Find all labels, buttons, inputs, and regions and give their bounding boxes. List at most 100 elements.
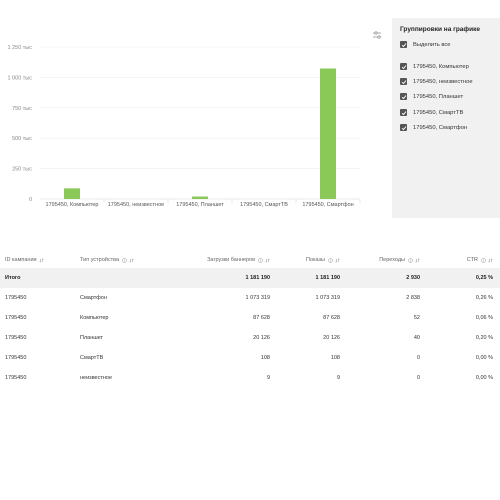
legend-select-all[interactable]: Выделить все xyxy=(400,40,451,49)
sort-icon[interactable] xyxy=(265,257,270,263)
cell-clicks: 2 838 xyxy=(406,295,420,301)
cell-device-type: Компьютер xyxy=(80,315,109,321)
x-tick-label: 1795450, СмартТВ xyxy=(240,202,288,208)
info-icon[interactable] xyxy=(408,257,413,263)
checkbox-checked-icon[interactable] xyxy=(400,93,407,100)
info-icon[interactable] xyxy=(481,257,486,263)
bar[interactable] xyxy=(64,188,80,199)
legend-item-label: 1795450, Планшет xyxy=(413,93,464,100)
cell-banners: 20 126 xyxy=(253,335,270,341)
y-tick-label: 750 тыс xyxy=(12,106,32,112)
cell-campaign-id: 1795450 xyxy=(5,375,27,381)
legend-item[interactable]: 1795450, Планшет xyxy=(400,92,463,101)
checkbox-checked-icon[interactable] xyxy=(400,124,407,131)
sort-icon[interactable] xyxy=(129,257,134,263)
col-header-clicks[interactable]: Переходы xyxy=(340,250,420,270)
table-header-row: ID кампании Тип устройства Загрузки банн… xyxy=(0,250,500,270)
y-tick-label: 1 000 тыс xyxy=(7,75,32,81)
table-row[interactable]: 1795450 неизвестное 9 9 0 0,00 % xyxy=(0,368,500,388)
cell-ctr: 0,20 % xyxy=(475,335,493,341)
legend-item[interactable]: 1795450, неизвестное xyxy=(400,77,473,86)
cell-campaign-id: 1795450 xyxy=(5,335,27,341)
chart-groupings-panel: Группировки на графике Выделить все 17954… xyxy=(392,18,500,218)
cell-clicks: 0 xyxy=(416,355,420,361)
legend-item-label: 1795450, СмартТВ xyxy=(413,109,464,116)
col-header-shows[interactable]: Показы xyxy=(270,250,340,270)
cell-banners: 87 628 xyxy=(253,315,270,321)
col-header-device-type[interactable]: Тип устройства xyxy=(80,250,180,270)
table-row[interactable]: 1795450 СмартТВ 108 108 0 0,00 % xyxy=(0,348,500,368)
col-header-label: Загрузки баннеров xyxy=(207,257,255,263)
x-tick-label: 1795450, неизвестное xyxy=(108,202,165,208)
bar[interactable] xyxy=(320,68,336,199)
col-header-label: Переходы xyxy=(379,257,405,263)
cell-shows: 20 126 xyxy=(323,335,340,341)
legend-item-label: 1795450, неизвестное xyxy=(413,78,473,85)
legend-item-label: 1795450, Смартфон xyxy=(413,124,468,131)
legend-item[interactable]: 1795450, Смартфон xyxy=(400,123,467,132)
col-header-ctr[interactable]: CTR xyxy=(420,250,493,270)
cell-clicks: 40 xyxy=(413,335,420,341)
col-header-label: CTR xyxy=(466,257,478,263)
legend-item[interactable]: 1795450, Компьютер xyxy=(400,62,469,71)
cell-device-type: неизвестное xyxy=(80,375,113,381)
sort-icon[interactable] xyxy=(38,257,44,263)
cell-shows: 87 628 xyxy=(323,315,340,321)
y-tick-label: 1 250 тыс xyxy=(7,45,32,51)
cell-device-type: Смартфон xyxy=(80,295,107,301)
chart-settings-icon[interactable] xyxy=(372,27,382,39)
checkbox-checked-icon[interactable] xyxy=(400,41,407,48)
groupings-title: Группировки на графике xyxy=(400,26,480,33)
col-header-banner-loads[interactable]: Загрузки баннеров xyxy=(160,250,270,270)
table-total-row: Итого 1 181 190 1 181 190 2 930 0,25 % xyxy=(0,268,500,288)
col-header-label: Тип устройства xyxy=(80,257,120,263)
y-tick-label: 500 тыс xyxy=(12,136,32,142)
cell-device-type: Планшет xyxy=(80,335,104,341)
total-shows: 1 181 190 xyxy=(315,275,340,281)
cell-campaign-id: 1795450 xyxy=(5,315,27,321)
cell-ctr: 0,26 % xyxy=(475,295,493,301)
cell-ctr: 0,06 % xyxy=(475,315,493,321)
info-icon[interactable] xyxy=(328,257,333,263)
table-row[interactable]: 1795450 Планшет 20 126 20 126 40 0,20 % xyxy=(0,328,500,348)
cell-shows: 9 xyxy=(336,375,340,381)
col-header-label: Показы xyxy=(305,257,325,263)
col-header-campaign-id[interactable]: ID кампании xyxy=(5,250,75,270)
cell-ctr: 0,00 % xyxy=(475,355,493,361)
sort-icon[interactable] xyxy=(415,257,420,263)
checkbox-checked-icon[interactable] xyxy=(400,78,407,85)
checkbox-checked-icon[interactable] xyxy=(400,109,407,116)
cell-device-type: СмартТВ xyxy=(80,355,104,361)
x-tick-label: 1795450, Смартфон xyxy=(302,202,353,208)
x-tick-label: 1795450, Компьютер xyxy=(46,202,99,208)
cell-clicks: 52 xyxy=(413,315,420,321)
bar-chart: 0 250 тыс 500 тыс 750 тыс 1 000 тыс 1 250 тыс… xyxy=(0,20,390,220)
cell-campaign-id: 1795450 xyxy=(5,295,27,301)
info-icon[interactable] xyxy=(258,257,263,263)
table-row[interactable]: 1795450 Компьютер 87 628 87 628 52 0,06 … xyxy=(0,308,500,328)
sort-icon[interactable] xyxy=(335,257,340,263)
total-label: Итого xyxy=(5,275,21,281)
cell-banners: 108 xyxy=(260,355,270,361)
cell-banners: 9 xyxy=(266,375,270,381)
cell-shows: 108 xyxy=(330,355,340,361)
table-row[interactable]: 1795450 Смартфон 1 073 319 1 073 319 2 8… xyxy=(0,288,500,308)
col-header-label: ID кампании xyxy=(5,257,37,263)
info-icon[interactable] xyxy=(122,257,127,263)
legend-item-label: 1795450, Компьютер xyxy=(413,63,469,70)
cell-ctr: 0,00 % xyxy=(475,375,493,381)
legend-item[interactable]: 1795450, СмартТВ xyxy=(400,108,463,117)
bar[interactable] xyxy=(192,196,208,199)
y-tick-label: 250 тыс xyxy=(12,167,32,173)
y-tick-label: 0 xyxy=(29,197,32,203)
cell-campaign-id: 1795450 xyxy=(5,355,27,361)
total-ctr: 0,25 % xyxy=(475,275,493,281)
total-clicks: 2 930 xyxy=(406,275,420,281)
cell-clicks: 0 xyxy=(416,375,420,381)
checkbox-checked-icon[interactable] xyxy=(400,63,407,70)
cell-banners: 1 073 319 xyxy=(245,295,270,301)
bar-chart-svg: 0 250 тыс 500 тыс 750 тыс 1 000 тыс 1 250 тыс… xyxy=(7,45,361,208)
sort-icon[interactable] xyxy=(488,257,493,263)
legend-item-label: Выделить все xyxy=(413,41,451,48)
x-tick-label: 1795450, Планшет xyxy=(176,202,224,208)
